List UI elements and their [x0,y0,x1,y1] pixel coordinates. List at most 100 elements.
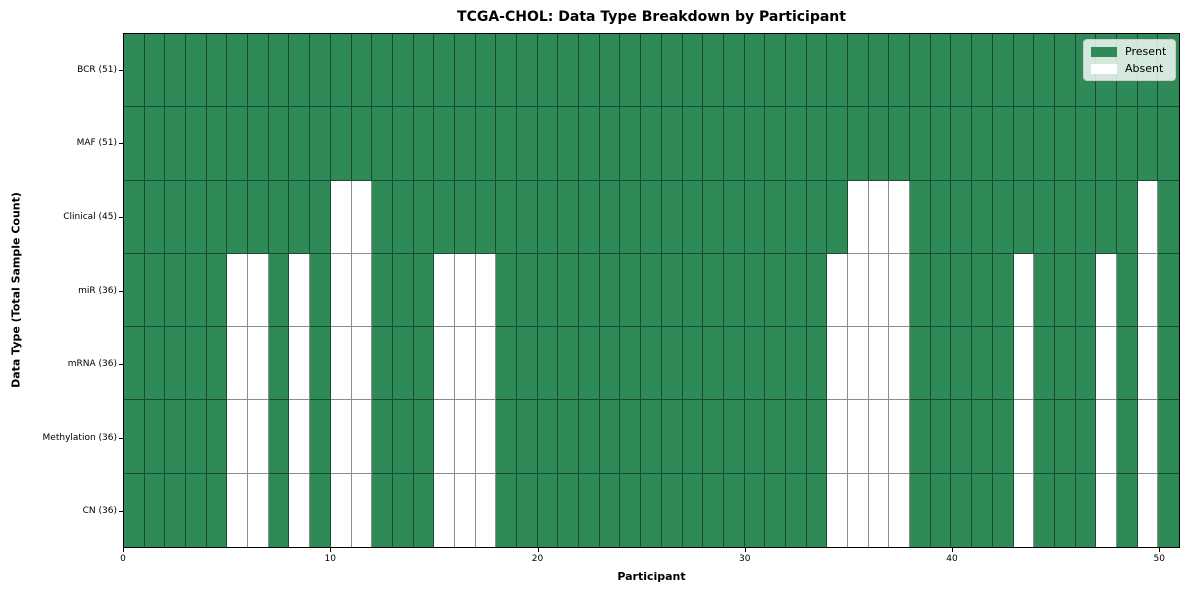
heatmap-cell [1075,253,1097,328]
heatmap-cell [723,107,745,181]
heatmap-cell [620,253,642,328]
legend-label-absent: Absent [1125,62,1164,75]
x-tick-label: 20 [531,554,544,564]
y-tick-label: CN (36) [82,506,117,517]
heatmap-cell [330,400,352,474]
heatmap-cell [475,400,497,474]
x-axis-label: Participant [617,570,686,583]
heatmap-cell [765,180,786,254]
heatmap-cell [372,253,393,328]
heatmap-cell [868,107,890,181]
heatmap-cell [1096,180,1117,254]
heatmap-cell [599,327,621,401]
heatmap-cell [785,473,807,547]
heatmap-cell [1116,180,1138,254]
heatmap-cell [910,253,931,328]
heatmap-cell [124,327,145,401]
heatmap-cell [703,34,724,108]
heatmap-cell [682,327,704,401]
heatmap-cell [330,180,352,254]
heatmap-cell [206,400,228,474]
heatmap-cell [992,400,1014,474]
heatmap-cell [806,473,828,547]
heatmap-cell [889,107,911,181]
heatmap-cell [372,327,393,401]
heatmap-cell [703,107,724,181]
heatmap-cell [930,400,952,474]
heatmap-cell [889,327,911,401]
heatmap-cell [1054,180,1076,254]
heatmap-cell [496,253,518,328]
heatmap-cell [268,400,290,474]
heatmap-cell [248,327,269,401]
heatmap-cell [1096,253,1117,328]
legend-label-present: Present [1125,45,1167,58]
heatmap-cell [186,473,207,547]
x-tick-mark [744,548,746,552]
legend-item-present: Present [1091,46,1166,57]
heatmap-cell [351,327,373,401]
heatmap-cell [351,400,373,474]
heatmap-cell [496,34,518,108]
heatmap-cell [992,253,1014,328]
heatmap-cell [868,473,890,547]
heatmap-cell [620,180,642,254]
heatmap-cell [165,34,187,108]
heatmap-cell [620,400,642,474]
heatmap-cell [475,327,497,401]
heatmap-cell [661,400,683,474]
heatmap-cell [848,180,869,254]
heatmap-cell [268,253,290,328]
heatmap-cell [1137,253,1159,328]
heatmap-cell [641,107,662,181]
heatmap-cell [227,400,249,474]
heatmap-cell [848,327,869,401]
heatmap-cell [951,34,973,108]
heatmap-cell [475,473,497,547]
heatmap-cell [434,180,455,254]
heatmap-cell [165,327,187,401]
heatmap-cell [806,400,828,474]
heatmap-cell [744,327,766,401]
heatmap-cell [1158,400,1179,474]
heatmap-cell [289,253,311,328]
heatmap-cell [248,34,269,108]
heatmap-cell [268,473,290,547]
heatmap-cell [1096,107,1117,181]
heatmap-cell [641,400,662,474]
heatmap-cell [930,180,952,254]
heatmap-cell [682,253,704,328]
heatmap-cell [206,34,228,108]
heatmap-cell [227,107,249,181]
heatmap-cell [537,473,559,547]
heatmap-cell [434,400,455,474]
heatmap-cell [951,180,973,254]
heatmap-cell [579,327,600,401]
heatmap-cell [930,327,952,401]
heatmap-cell [703,400,724,474]
heatmap-cell [1054,34,1076,108]
heatmap-cell [599,107,621,181]
heatmap-cell [454,34,476,108]
heatmap-cell [227,253,249,328]
heatmap-cell [1054,327,1076,401]
heatmap-cell [289,107,311,181]
heatmap-cell [889,473,911,547]
y-tick-mark [119,437,123,439]
heatmap-cell [454,107,476,181]
heatmap-cell [392,400,414,474]
heatmap-cell [268,180,290,254]
heatmap-cell [703,180,724,254]
heatmap-cell [1034,34,1055,108]
y-tick-mark [119,364,123,366]
heatmap-cell [227,473,249,547]
heatmap-cell [723,400,745,474]
heatmap-cell [124,107,145,181]
heatmap-cell [661,107,683,181]
heatmap-cell [248,253,269,328]
heatmap-cell [1137,327,1159,401]
heatmap-cell [1075,107,1097,181]
heatmap-cell [992,34,1014,108]
heatmap-cell [579,34,600,108]
present-swatch-icon [1091,46,1117,57]
